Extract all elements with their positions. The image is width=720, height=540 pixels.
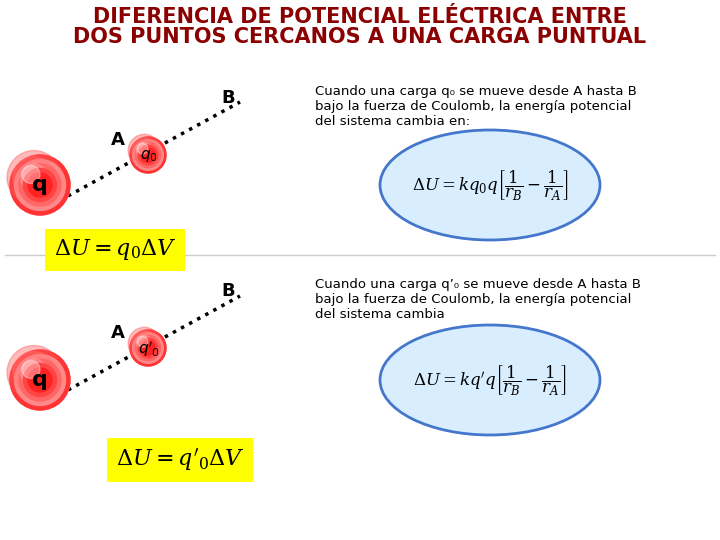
Text: B: B bbox=[221, 282, 235, 300]
Circle shape bbox=[138, 336, 148, 347]
Circle shape bbox=[132, 138, 157, 163]
Text: Cuando una carga q’₀ se mueve desde A hasta B: Cuando una carga q’₀ se mueve desde A ha… bbox=[315, 278, 641, 291]
Ellipse shape bbox=[380, 130, 600, 240]
Circle shape bbox=[24, 363, 56, 396]
Circle shape bbox=[132, 333, 163, 363]
Circle shape bbox=[7, 346, 61, 400]
Circle shape bbox=[128, 327, 161, 360]
Circle shape bbox=[22, 361, 40, 379]
Circle shape bbox=[19, 164, 61, 206]
Text: $\Delta U = kq' q\left[\dfrac{1}{r_B} - \dfrac{1}{r_A}\right]$: $\Delta U = kq' q\left[\dfrac{1}{r_B} - … bbox=[413, 363, 567, 397]
Circle shape bbox=[135, 143, 161, 167]
Circle shape bbox=[130, 137, 166, 173]
Text: DOS PUNTOS CERCANOS A UNA CARGA PUNTUAL: DOS PUNTOS CERCANOS A UNA CARGA PUNTUAL bbox=[73, 27, 647, 47]
Text: del sistema cambia en:: del sistema cambia en: bbox=[315, 115, 470, 128]
Circle shape bbox=[130, 330, 166, 366]
Text: A: A bbox=[111, 131, 125, 149]
Circle shape bbox=[135, 335, 161, 361]
Circle shape bbox=[10, 350, 70, 410]
Circle shape bbox=[136, 335, 153, 352]
Text: DIFERENCIA DE POTENCIAL ELÉCTRICA ENTRE: DIFERENCIA DE POTENCIAL ELÉCTRICA ENTRE bbox=[93, 7, 627, 27]
Circle shape bbox=[136, 143, 153, 159]
Circle shape bbox=[10, 155, 70, 215]
Circle shape bbox=[141, 148, 156, 162]
Circle shape bbox=[20, 359, 48, 386]
Circle shape bbox=[7, 151, 61, 205]
Text: bajo la fuerza de Coulomb, la energía potencial: bajo la fuerza de Coulomb, la energía po… bbox=[315, 293, 631, 306]
Circle shape bbox=[13, 157, 55, 199]
Circle shape bbox=[20, 164, 48, 191]
Circle shape bbox=[132, 140, 163, 170]
Circle shape bbox=[138, 145, 158, 165]
Text: q: q bbox=[32, 370, 48, 390]
Circle shape bbox=[10, 155, 70, 215]
Circle shape bbox=[24, 168, 56, 201]
Text: del sistema cambia: del sistema cambia bbox=[315, 308, 445, 321]
Circle shape bbox=[14, 354, 66, 406]
Text: q: q bbox=[32, 175, 48, 195]
Text: Cuando una carga q₀ se mueve desde A hasta B: Cuando una carga q₀ se mueve desde A has… bbox=[315, 85, 637, 98]
Circle shape bbox=[138, 338, 158, 358]
Text: A: A bbox=[111, 324, 125, 342]
Circle shape bbox=[13, 352, 55, 394]
Text: bajo la fuerza de Coulomb, la energía potencial: bajo la fuerza de Coulomb, la energía po… bbox=[315, 100, 631, 113]
Circle shape bbox=[28, 368, 52, 392]
Circle shape bbox=[22, 165, 40, 184]
Text: $\Delta U = q'_0 \Delta V$: $\Delta U = q'_0 \Delta V$ bbox=[116, 447, 244, 473]
Circle shape bbox=[130, 330, 166, 366]
Circle shape bbox=[128, 134, 161, 167]
Circle shape bbox=[19, 359, 61, 401]
Circle shape bbox=[10, 350, 70, 410]
Circle shape bbox=[141, 341, 156, 355]
Circle shape bbox=[138, 143, 148, 154]
Text: $q'_0$: $q'_0$ bbox=[138, 339, 160, 359]
Circle shape bbox=[14, 159, 66, 211]
Circle shape bbox=[132, 331, 157, 356]
Ellipse shape bbox=[380, 325, 600, 435]
Text: $\Delta U = kq_0 q\left[\dfrac{1}{r_B} - \dfrac{1}{r_A}\right]$: $\Delta U = kq_0 q\left[\dfrac{1}{r_B} -… bbox=[412, 168, 569, 202]
Text: $\Delta U = q_0 \Delta V$: $\Delta U = q_0 \Delta V$ bbox=[54, 238, 176, 262]
Text: B: B bbox=[221, 89, 235, 107]
Circle shape bbox=[130, 137, 166, 173]
Text: $q_0$: $q_0$ bbox=[140, 148, 158, 164]
Circle shape bbox=[28, 173, 52, 197]
